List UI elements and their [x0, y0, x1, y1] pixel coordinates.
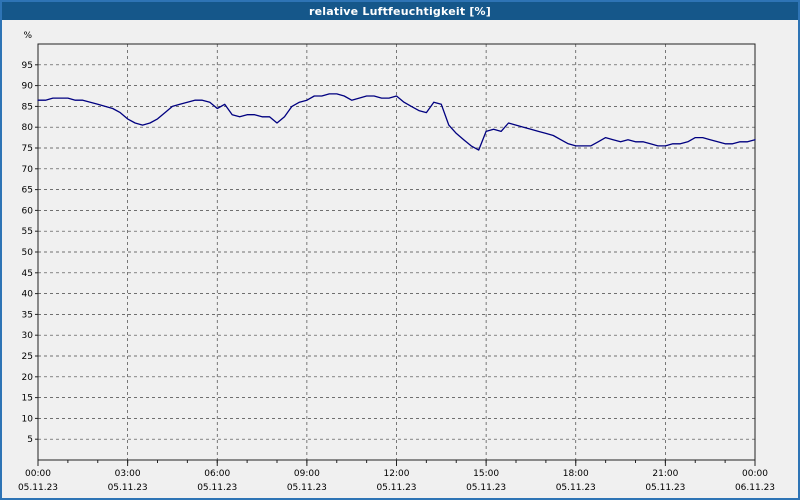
svg-text:05.11.23: 05.11.23 [287, 483, 327, 493]
svg-text:21:00: 21:00 [652, 469, 678, 479]
y-axis-unit-label: % [23, 31, 32, 41]
svg-text:25: 25 [22, 352, 33, 362]
svg-text:05.11.23: 05.11.23 [197, 483, 237, 493]
plot-border [37, 43, 756, 461]
svg-text:50: 50 [22, 248, 34, 258]
svg-text:03:00: 03:00 [115, 469, 141, 479]
svg-text:40: 40 [22, 290, 34, 300]
plot-background [38, 44, 755, 460]
svg-text:05.11.23: 05.11.23 [556, 483, 596, 493]
svg-text:80: 80 [22, 123, 34, 133]
svg-text:00:00: 00:00 [742, 469, 768, 479]
svg-text:35: 35 [22, 310, 33, 320]
svg-text:09:00: 09:00 [294, 469, 320, 479]
svg-text:20: 20 [22, 373, 34, 383]
svg-text:15:00: 15:00 [473, 469, 499, 479]
svg-text:05.11.23: 05.11.23 [108, 483, 148, 493]
svg-text:60: 60 [22, 206, 34, 216]
titlebar: relative Luftfeuchtigkeit [%] [2, 2, 798, 20]
svg-text:05.11.23: 05.11.23 [376, 483, 416, 493]
svg-text:45: 45 [22, 269, 33, 279]
svg-text:85: 85 [22, 102, 33, 112]
svg-text:30: 30 [22, 331, 34, 341]
svg-text:90: 90 [22, 82, 34, 92]
svg-text:05.11.23: 05.11.23 [18, 483, 58, 493]
series-line [37, 93, 756, 151]
svg-text:06.11.23: 06.11.23 [735, 483, 775, 493]
x-tick-labels: 00:00 03:00 06:00 09:00 12:00 15:00 18:00 21:00… [25, 469, 768, 479]
svg-text:10: 10 [22, 414, 34, 424]
svg-text:75: 75 [22, 144, 33, 154]
svg-text:06:00: 06:00 [204, 469, 230, 479]
svg-text:05.11.23: 05.11.23 [466, 483, 506, 493]
y-tick-labels: 5 10 15 20 25 30 35 40 45 50 55 60 65 70 75 80 85 90 95 [22, 61, 34, 445]
humidity-chart: 5 10 15 20 25 30 35 40 45 50 55 60 65 70 75 80 85 90 95% 00… [18, 31, 775, 493]
svg-text:70: 70 [22, 165, 34, 175]
svg-text:55: 55 [22, 227, 33, 237]
svg-text:65: 65 [22, 186, 33, 196]
chart-area: 5 10 15 20 25 30 35 40 45 50 55 60 65 70 75 80 85 90 95% 00… [2, 20, 798, 498]
svg-text:95: 95 [22, 61, 33, 71]
window-title: relative Luftfeuchtigkeit [%] [309, 4, 491, 18]
svg-text:12:00: 12:00 [384, 469, 410, 479]
svg-text:18:00: 18:00 [563, 469, 589, 479]
svg-text:5: 5 [27, 435, 33, 445]
date-labels: 05.11.23 05.11.23 05.11.23 05.11.23 05.11.23… [18, 483, 775, 493]
svg-text:05.11.23: 05.11.23 [645, 483, 685, 493]
svg-text:15: 15 [22, 394, 33, 404]
svg-text:00:00: 00:00 [25, 469, 51, 479]
